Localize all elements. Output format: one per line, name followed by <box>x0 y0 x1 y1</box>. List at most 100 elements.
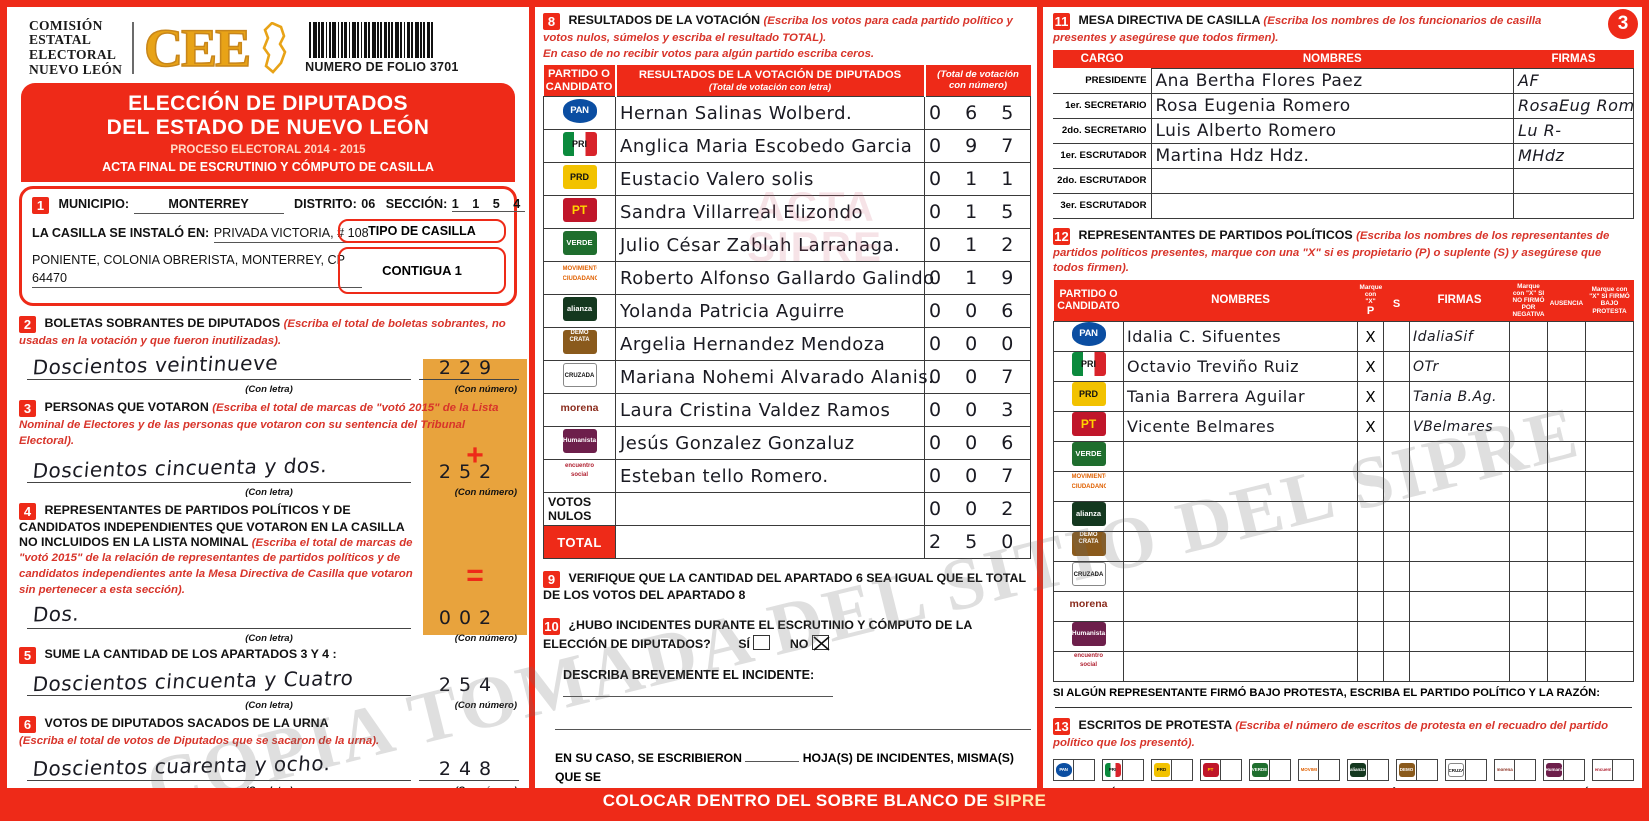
reps-suplente-mark[interactable] <box>1383 591 1410 623</box>
hojas-count-input[interactable] <box>745 750 800 763</box>
reps-negativa-cell[interactable] <box>1509 561 1548 593</box>
mesa-nombre-cell[interactable] <box>1150 192 1514 219</box>
reps-firma-cell[interactable]: VBelmares <box>1409 411 1510 443</box>
reps-suplente-mark[interactable] <box>1383 381 1410 413</box>
reps-propietario-mark[interactable] <box>1357 591 1384 623</box>
incidente-describe-input-2[interactable] <box>555 714 1031 731</box>
reps-propietario-mark[interactable] <box>1357 531 1384 563</box>
section-2-letra-value[interactable]: Doscientos veintinueve <box>31 351 280 380</box>
vote-count-cell[interactable]: 0 6 5 <box>924 96 1031 131</box>
section-4-letra-value[interactable]: Dos. <box>31 601 81 627</box>
mesa-nombre-cell[interactable]: Rosa Eugenia Romero <box>1150 92 1514 119</box>
reps-nombre-cell[interactable] <box>1123 501 1358 533</box>
reps-propietario-mark[interactable] <box>1357 501 1384 533</box>
section-6-letra-value[interactable]: Doscientos cuarenta y ocho. <box>31 751 332 781</box>
reps-negativa-cell[interactable] <box>1509 531 1548 563</box>
mesa-firma-cell[interactable]: RosaEug Rom <box>1513 92 1635 119</box>
candidate-name-cell[interactable]: Jesús Gonzalez Gonzaluz <box>615 426 925 461</box>
vote-count-cell[interactable]: 0 1 9 <box>924 261 1031 296</box>
mesa-nombre-cell[interactable]: Martina Hdz Hdz. <box>1150 142 1514 169</box>
reps-protesta-cell[interactable] <box>1585 561 1634 593</box>
section-6-numero-value[interactable]: 248 <box>438 758 500 781</box>
reps-nombre-cell[interactable]: Idalia C. Sifuentes <box>1123 321 1358 353</box>
protesta-count-input[interactable] <box>1221 760 1241 780</box>
municipio-value[interactable]: MONTERREY <box>168 196 249 211</box>
reps-nombre-cell[interactable] <box>1123 651 1358 683</box>
section-3-numero-value[interactable]: 252 <box>438 460 500 483</box>
reps-nombre-cell[interactable] <box>1123 471 1358 503</box>
reps-negativa-cell[interactable] <box>1509 651 1548 683</box>
candidate-name-cell[interactable]: Laura Cristina Valdez Ramos <box>615 393 925 428</box>
reps-propietario-mark[interactable]: X <box>1357 381 1384 413</box>
reps-ausencia-cell[interactable] <box>1547 471 1586 503</box>
protesta-count-input[interactable] <box>1613 760 1633 780</box>
section-4-numero-value[interactable]: 002 <box>438 607 500 630</box>
reps-suplente-mark[interactable] <box>1383 441 1410 473</box>
protesta-count-input[interactable] <box>1368 760 1388 780</box>
reps-negativa-cell[interactable] <box>1509 471 1548 503</box>
reps-negativa-cell[interactable] <box>1509 501 1548 533</box>
votos-nulos-count-cell[interactable]: 0 0 2 <box>924 492 1031 527</box>
reps-negativa-cell[interactable] <box>1509 621 1548 653</box>
protesta-count-input[interactable] <box>1417 760 1437 780</box>
candidate-name-cell[interactable]: Esteban tello Romero. <box>615 459 925 494</box>
reps-ausencia-cell[interactable] <box>1547 381 1586 413</box>
reps-nombre-cell[interactable]: Octavio Treviño Ruiz <box>1123 351 1358 383</box>
votos-nulos-blank[interactable] <box>615 492 925 527</box>
reps-firma-cell[interactable]: IdaliaSif <box>1409 321 1510 353</box>
candidate-name-cell[interactable]: Hernan Salinas Wolberd. <box>615 96 925 131</box>
reps-protesta-cell[interactable] <box>1585 591 1634 623</box>
reps-protesta-cell[interactable] <box>1585 501 1634 533</box>
reps-firma-cell[interactable]: OTr <box>1409 351 1510 383</box>
protesta-razon-input[interactable] <box>1055 707 1632 709</box>
reps-protesta-cell[interactable] <box>1585 381 1634 413</box>
mesa-firma-cell[interactable]: Lu R- <box>1513 117 1634 144</box>
total-count-cell[interactable]: 2 5 0 <box>924 525 1031 560</box>
protesta-count-input[interactable] <box>1466 760 1486 780</box>
reps-propietario-mark[interactable]: X <box>1357 351 1384 383</box>
candidate-name-cell[interactable]: Anglica Maria Escobedo Garcia <box>615 129 925 164</box>
protesta-count-input[interactable] <box>1172 760 1192 780</box>
reps-ausencia-cell[interactable] <box>1547 321 1586 353</box>
reps-ausencia-cell[interactable] <box>1547 531 1586 563</box>
mesa-firma-cell[interactable] <box>1513 192 1634 219</box>
vote-count-cell[interactable]: 0 0 7 <box>924 360 1031 395</box>
reps-firma-cell[interactable] <box>1409 591 1510 623</box>
mesa-firma-cell[interactable] <box>1513 167 1634 194</box>
reps-protesta-cell[interactable] <box>1585 471 1634 503</box>
vote-count-cell[interactable]: 0 0 6 <box>924 426 1031 461</box>
reps-suplente-mark[interactable] <box>1383 561 1410 593</box>
reps-negativa-cell[interactable] <box>1509 351 1548 383</box>
reps-suplente-mark[interactable] <box>1383 651 1410 683</box>
casilla-location-value2[interactable]: PONIENTE, COLONIA OBRERISTA, MONTERREY, … <box>32 252 345 285</box>
vote-count-cell[interactable]: 0 0 0 <box>924 327 1031 362</box>
reps-nombre-cell[interactable] <box>1123 531 1358 563</box>
protesta-count-input[interactable] <box>1123 760 1143 780</box>
reps-suplente-mark[interactable] <box>1383 351 1410 383</box>
reps-suplente-mark[interactable] <box>1383 621 1410 653</box>
reps-propietario-mark[interactable]: X <box>1357 411 1384 443</box>
protesta-count-input[interactable] <box>1074 760 1094 780</box>
vote-count-cell[interactable]: 0 0 7 <box>924 459 1031 494</box>
reps-firma-cell[interactable] <box>1409 561 1510 593</box>
section-2-numero-value[interactable]: 229 <box>438 357 500 380</box>
reps-firma-cell[interactable] <box>1409 471 1510 503</box>
protesta-count-input[interactable] <box>1270 760 1290 780</box>
candidate-name-cell[interactable]: Argelia Hernandez Mendoza <box>615 327 925 362</box>
reps-suplente-mark[interactable] <box>1383 531 1410 563</box>
section-5-letra-value[interactable]: Doscientos cincuenta y Cuatro <box>31 666 355 697</box>
reps-nombre-cell[interactable] <box>1123 621 1358 653</box>
reps-protesta-cell[interactable] <box>1585 351 1634 383</box>
reps-firma-cell[interactable] <box>1409 621 1510 653</box>
incidentes-no-checkbox[interactable] <box>811 634 830 651</box>
reps-propietario-mark[interactable] <box>1357 441 1384 473</box>
reps-protesta-cell[interactable] <box>1585 621 1634 653</box>
vote-count-cell[interactable]: 0 1 1 <box>924 162 1031 197</box>
incidentes-si-checkbox[interactable] <box>753 634 771 650</box>
vote-count-cell[interactable]: 0 0 3 <box>924 393 1031 428</box>
reps-suplente-mark[interactable] <box>1383 501 1410 533</box>
reps-nombre-cell[interactable] <box>1123 591 1358 623</box>
section-5-numero-value[interactable]: 254 <box>438 674 500 697</box>
mesa-nombre-cell[interactable]: Ana Bertha Flores Paez <box>1150 67 1514 94</box>
reps-negativa-cell[interactable] <box>1509 441 1548 473</box>
